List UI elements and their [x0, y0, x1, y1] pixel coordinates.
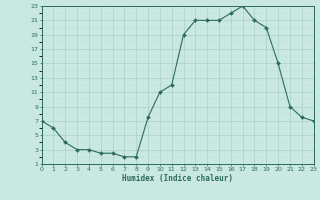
X-axis label: Humidex (Indice chaleur): Humidex (Indice chaleur)	[122, 174, 233, 183]
